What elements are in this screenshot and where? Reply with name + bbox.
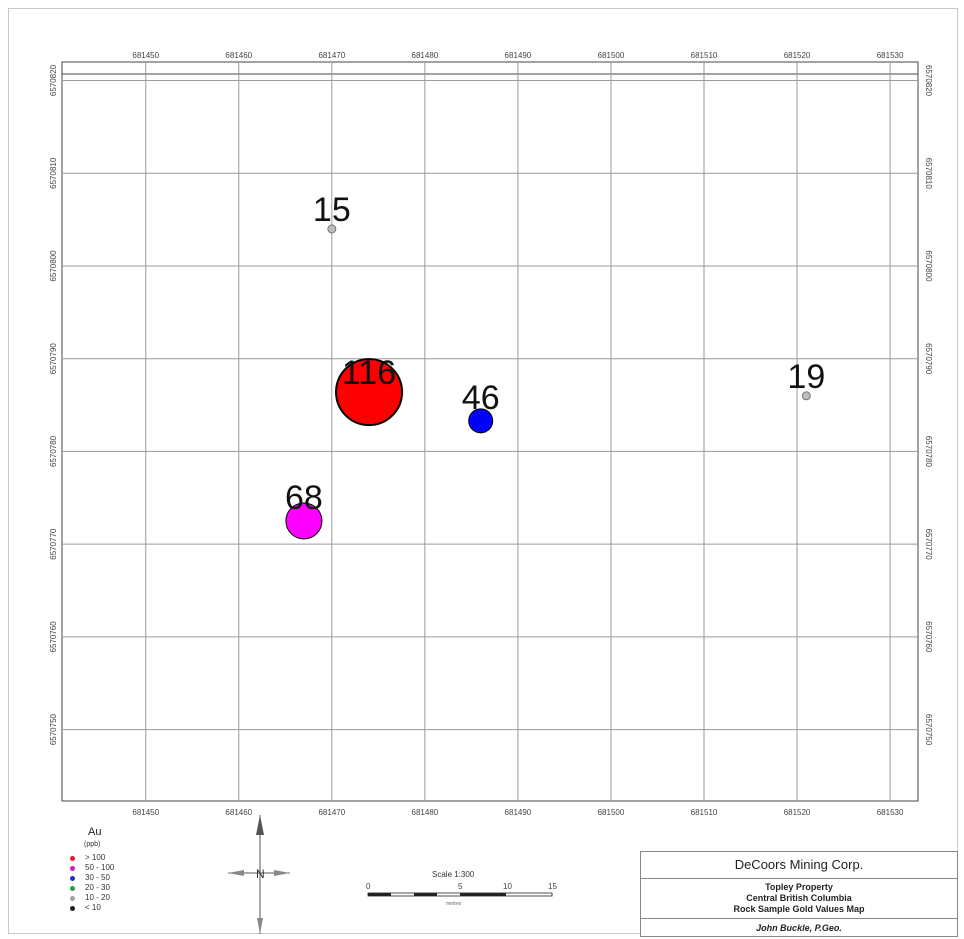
easting-label-bottom: 681520 <box>784 808 811 817</box>
sample-point <box>285 502 323 540</box>
northing-label-left: 6570800 <box>49 250 58 282</box>
easting-label-bottom: 681530 <box>877 808 904 817</box>
author-name: John Buckle, P.Geo. <box>756 923 842 933</box>
sample-point <box>468 408 494 434</box>
northing-label-left: 6570780 <box>49 435 58 467</box>
northing-label-left: 6570810 <box>49 157 58 189</box>
easting-label-top: 681490 <box>505 51 532 60</box>
easting-label-top: 681500 <box>598 51 625 60</box>
legend-swatch <box>70 875 75 881</box>
sample-value-label: 15 <box>313 191 351 229</box>
map-border <box>61 61 919 802</box>
project-name: Topley Property <box>765 882 833 892</box>
coordinate-grid: 681450 681450 681460 681460 681470 681470 6814… <box>49 51 933 817</box>
easting-label-top: 681510 <box>691 51 718 60</box>
map-title: Rock Sample Gold Values Map <box>733 904 865 914</box>
northing-label-right: 6570770 <box>924 529 933 561</box>
northing-label-left: 6570770 <box>49 528 58 560</box>
legend-label: 20 - 30 <box>85 883 110 892</box>
project-description: Topley Property Central British Columbia… <box>641 879 957 919</box>
scale-title: Scale 1:300 <box>432 870 475 879</box>
legend-label: 10 - 20 <box>85 893 110 902</box>
legend-item: > 100 <box>70 853 105 863</box>
northing-label-left: 6570820 <box>49 64 58 96</box>
easting-label-top: 681530 <box>877 51 904 60</box>
legend-title: Au <box>88 826 102 838</box>
sample-value-label: 116 <box>342 354 396 392</box>
scale-tick-0: 0 <box>366 882 371 891</box>
map-sheet <box>8 8 958 934</box>
sample-value-label: 46 <box>462 379 500 417</box>
easting-label-top: 681460 <box>225 51 252 60</box>
scale-bar: 0 5 10 15 <box>366 882 557 897</box>
northing-label-right: 6570810 <box>924 158 933 190</box>
easting-label-top: 681450 <box>132 51 159 60</box>
northing-label-right: 6570800 <box>924 250 933 282</box>
sample-points: 15 116 46 68 19 <box>285 191 825 540</box>
easting-label-top: 681480 <box>412 51 439 60</box>
scale-tick-3: 10 <box>503 882 512 891</box>
northing-label-right: 6570780 <box>924 436 933 468</box>
legend-label: 30 - 50 <box>85 873 110 882</box>
sample-point <box>801 391 811 401</box>
legend-swatch <box>70 855 75 861</box>
easting-label-bottom: 681480 <box>412 808 439 817</box>
scale-tick-2: 5 <box>458 882 463 891</box>
legend-unit: (ppb) <box>84 841 101 848</box>
legend-swatch <box>70 895 75 901</box>
legend-item: < 10 <box>70 903 101 913</box>
easting-label-bottom: 681460 <box>225 808 252 817</box>
project-region: Central British Columbia <box>746 893 852 903</box>
scale-subtitle: metres <box>446 901 462 907</box>
legend-swatch <box>70 905 75 911</box>
sample-value-label: 19 <box>787 358 825 396</box>
north-arrow-icon <box>228 815 290 934</box>
legend-item: 30 - 50 <box>70 873 110 883</box>
sample-point <box>335 358 404 427</box>
legend-swatch <box>70 865 75 871</box>
easting-label-top: 681520 <box>784 51 811 60</box>
northing-label-left: 6570760 <box>49 621 58 653</box>
easting-label-bottom: 681500 <box>598 808 625 817</box>
northing-label-right: 6570820 <box>924 65 933 97</box>
northing-label-left: 6570750 <box>49 713 58 745</box>
legend-label: < 10 <box>85 903 101 912</box>
legend-item: 20 - 30 <box>70 883 110 893</box>
northing-label-right: 6570750 <box>924 714 933 746</box>
easting-label-bottom: 681490 <box>505 808 532 817</box>
northing-label-right: 6570760 <box>924 621 933 653</box>
northing-label-right: 6570790 <box>924 343 933 375</box>
legend-label: 50 - 100 <box>85 863 115 872</box>
easting-label-bottom: 681510 <box>691 808 718 817</box>
north-label: N <box>256 867 265 881</box>
legend-item: 10 - 20 <box>70 893 110 903</box>
easting-label-bottom: 681470 <box>318 808 345 817</box>
title-block: DeCoors Mining Corp. Topley Property Cen… <box>640 851 958 937</box>
legend-label: > 100 <box>85 853 106 862</box>
legend-swatch <box>70 885 75 891</box>
easting-label-top: 681470 <box>318 51 345 60</box>
sample-point <box>327 224 337 234</box>
scale-tick-4: 15 <box>548 882 557 891</box>
company-name: DeCoors Mining Corp. <box>641 852 957 879</box>
legend-item: 50 - 100 <box>70 863 114 873</box>
sample-value-label: 68 <box>285 479 323 517</box>
northing-label-left: 6570790 <box>49 343 58 375</box>
easting-label-bottom: 681450 <box>132 808 159 817</box>
